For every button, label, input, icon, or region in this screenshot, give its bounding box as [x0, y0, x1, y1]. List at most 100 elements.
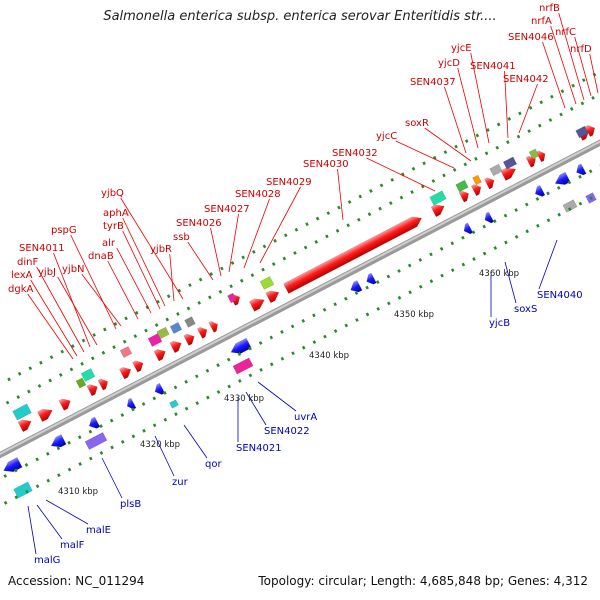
- gene-label-soxS: soxS: [514, 304, 537, 315]
- tick-mark: [357, 217, 361, 222]
- leader-line: [183, 424, 208, 459]
- tick-mark: [59, 373, 63, 377]
- leader-line: [558, 12, 585, 101]
- tick-mark: [390, 177, 394, 182]
- tick-mark: [355, 318, 359, 322]
- tick-mark: [39, 360, 43, 365]
- reverse-gene-4: [127, 397, 137, 410]
- tick-mark: [122, 339, 127, 344]
- tick-mark: [503, 213, 508, 218]
- tick-mark: [410, 190, 414, 194]
- feature-block-22: [562, 199, 578, 213]
- tick-mark: [452, 167, 457, 172]
- tick-mark: [77, 435, 82, 440]
- tick-mark: [482, 251, 487, 256]
- tick-mark: [504, 240, 508, 245]
- tick-mark: [431, 179, 436, 183]
- feature-block-12: [232, 357, 254, 375]
- tick-mark: [259, 367, 263, 372]
- forward-gene-1: [17, 419, 32, 433]
- tick-mark: [429, 252, 433, 257]
- tick-mark: [514, 208, 518, 212]
- tick-mark: [546, 191, 550, 196]
- tick-mark: [280, 330, 284, 334]
- tick-mark: [463, 162, 468, 167]
- feature-block-5: [119, 346, 133, 358]
- tick-mark: [3, 474, 8, 478]
- tick-mark: [326, 211, 331, 216]
- tick-mark: [241, 255, 245, 260]
- tick-mark: [142, 428, 146, 433]
- tick-mark: [197, 300, 201, 305]
- gene-label-yjbR: yjbR: [150, 244, 172, 255]
- leader-line: [210, 227, 222, 277]
- tick-mark: [567, 180, 572, 185]
- tick-mark: [365, 285, 369, 290]
- tick-mark: [28, 366, 33, 371]
- tick-mark: [216, 390, 221, 394]
- tick-mark: [131, 407, 135, 412]
- tick-mark: [188, 283, 192, 288]
- tick-mark: [7, 377, 11, 382]
- forward-gene-3: [58, 398, 71, 411]
- tick-mark: [35, 484, 40, 489]
- tick-mark: [173, 385, 178, 390]
- forward-gene-11: [197, 326, 208, 339]
- gene-label-pspG: pspG: [51, 225, 77, 236]
- tick-mark: [408, 290, 412, 295]
- forward-gene-17: [287, 216, 422, 292]
- reverse-gene-1: [3, 457, 23, 473]
- leader-line: [27, 505, 37, 555]
- gene-label-yjcC: yjcC: [376, 131, 397, 142]
- tick-mark: [440, 273, 444, 278]
- tick-mark: [407, 263, 412, 268]
- tick-mark: [312, 340, 317, 345]
- tick-mark: [174, 412, 178, 417]
- tick-mark: [514, 234, 519, 239]
- tick-mark: [152, 396, 157, 401]
- forward-gene-20: [471, 184, 482, 197]
- feature-block-13: [169, 399, 179, 409]
- tick-mark: [230, 261, 235, 265]
- tick-mark: [358, 194, 363, 199]
- forward-gene-22: [500, 167, 516, 181]
- gene-label-malE: malE: [86, 525, 111, 536]
- tick-mark: [369, 189, 373, 193]
- forward-gene-6: [119, 367, 132, 380]
- tick-mark: [591, 95, 595, 100]
- tick-mark: [525, 229, 530, 234]
- tick-mark: [291, 351, 295, 356]
- reverse-gene-3: [89, 416, 101, 429]
- tick-mark: [248, 346, 252, 351]
- tick-label-5: 4350 kbp: [394, 310, 434, 320]
- tick-mark: [375, 280, 380, 284]
- gene-label-yjbQ: yjbQ: [101, 188, 124, 199]
- tick-mark: [429, 279, 434, 284]
- tick-mark: [379, 183, 384, 188]
- tick-labels: 4310 kbp 4320 kbp 4330 kbp 4340 kbp 4350 kbp…: [58, 269, 519, 497]
- leader-line: [36, 504, 63, 540]
- feature-block-9: [184, 316, 196, 328]
- leader-line: [27, 293, 74, 360]
- forward-gene-18: [430, 204, 445, 218]
- tick-mark: [471, 230, 476, 235]
- tick-mark: [184, 406, 189, 411]
- feature-block-8: [169, 322, 183, 334]
- tick-mark: [333, 302, 337, 307]
- tick-mark: [301, 345, 306, 350]
- tick-mark: [46, 478, 51, 483]
- gene-label-SEN4026: SEN4026: [176, 218, 222, 229]
- tick-mark: [69, 367, 74, 372]
- tick-mark: [99, 451, 104, 455]
- tick-mark: [239, 278, 244, 283]
- tick-mark: [365, 312, 370, 317]
- gene-label-zur: zur: [172, 477, 189, 488]
- tick-mark: [528, 105, 533, 110]
- tick-mark: [124, 316, 128, 321]
- gene-label-tyrB: tyrB: [103, 221, 124, 232]
- tick-mark: [120, 439, 125, 444]
- tick-mark: [5, 400, 10, 405]
- tick-mark: [333, 329, 338, 333]
- tick-mark: [133, 334, 138, 339]
- tick-mark: [486, 128, 490, 132]
